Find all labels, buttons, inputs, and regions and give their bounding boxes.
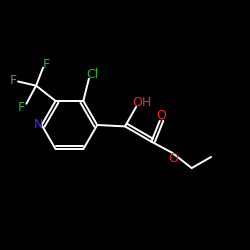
Text: N: N — [34, 118, 43, 132]
Text: O: O — [156, 109, 166, 122]
Text: OH: OH — [132, 96, 152, 109]
Text: F: F — [18, 102, 25, 114]
Text: O: O — [169, 152, 178, 165]
Text: Cl: Cl — [86, 68, 99, 81]
Text: F: F — [43, 58, 50, 71]
Text: F: F — [10, 74, 16, 87]
